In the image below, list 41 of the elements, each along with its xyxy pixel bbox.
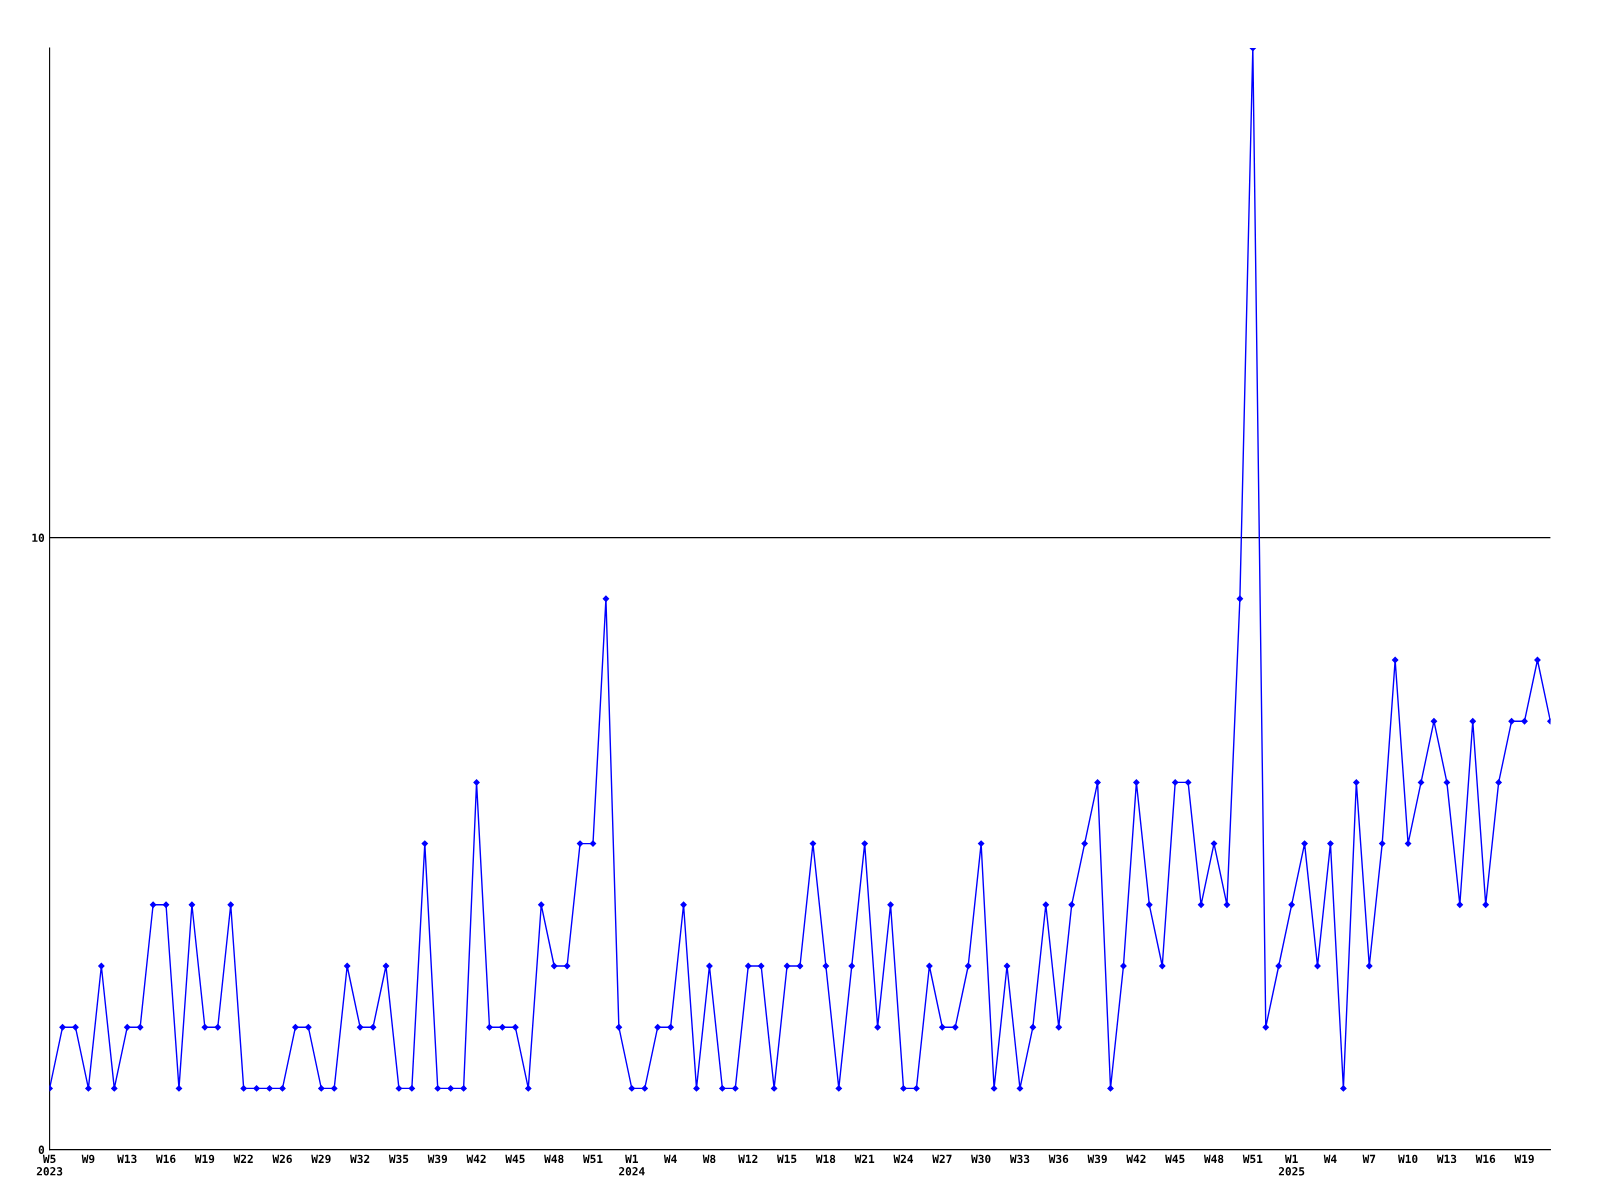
x-tick-label: W39 [427, 1154, 448, 1164]
x-tick-label: W1 2024 [619, 1154, 645, 1176]
x-tick-label: W1 2025 [1278, 1154, 1305, 1176]
x-tick-label: W36 [1048, 1154, 1069, 1164]
x-tick-label: W16 [1475, 1154, 1496, 1164]
x-tick-label: W19 [1514, 1154, 1534, 1164]
x-tick-label: W4 [663, 1154, 677, 1163]
x-tick-label: W13 [117, 1154, 137, 1164]
x-tick-label: W13 [1436, 1154, 1457, 1164]
x-tick-label: W18 [815, 1154, 836, 1164]
x-tick-label: W35 [388, 1154, 409, 1164]
x-tick-label: W5 2023 [36, 1154, 63, 1176]
x-tick-label: W26 [272, 1154, 292, 1164]
x-tick-label: W22 [233, 1154, 253, 1163]
x-tick-label: W29 [311, 1154, 331, 1164]
x-tick-label: W10 [1398, 1154, 1418, 1164]
x-tick-label: W12 [738, 1154, 758, 1163]
x-tick-label: W33 [1009, 1154, 1030, 1164]
y-tick-label: 10 [32, 533, 45, 542]
x-tick-label: W45 [1165, 1154, 1185, 1164]
x-tick-label: W42 [466, 1154, 486, 1163]
x-tick-label: W32 [350, 1154, 370, 1164]
x-tick-label: W4 [1323, 1154, 1337, 1163]
x-tick-label: W48 [544, 1154, 564, 1164]
x-tick-label: W51 [1242, 1154, 1263, 1164]
x-tick-label: W42 [1126, 1154, 1146, 1163]
x-tick-label: W7 [1362, 1154, 1376, 1163]
x-tick-label: W19 [194, 1154, 215, 1164]
x-tick-label: W21 [854, 1154, 875, 1163]
x-tick-label: W39 [1087, 1154, 1107, 1164]
y-tick-label: 0 [38, 1145, 45, 1154]
x-tick-label: W27 [932, 1154, 952, 1163]
x-tick-label: W15 [777, 1154, 797, 1164]
x-tick-label: W9 [81, 1154, 95, 1164]
x-tick-label: W45 [505, 1154, 525, 1164]
x-tick-label: W8 [702, 1154, 716, 1164]
x-tick-label: W30 [971, 1154, 991, 1164]
x-tick-label: W24 [893, 1154, 914, 1163]
x-tick-label: W16 [156, 1154, 176, 1164]
x-tick-label: W51 [582, 1154, 603, 1164]
x-tick-label: W48 [1203, 1154, 1224, 1164]
